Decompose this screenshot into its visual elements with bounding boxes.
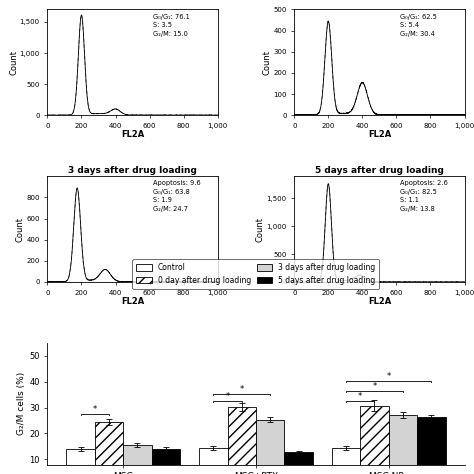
Title: 3 days after drug loading: 3 days after drug loading <box>68 166 197 175</box>
X-axis label: FL2A: FL2A <box>368 130 391 139</box>
Bar <box>66 449 95 474</box>
Y-axis label: G₂/M cells (%): G₂/M cells (%) <box>18 372 27 435</box>
X-axis label: FL2A: FL2A <box>121 297 144 306</box>
Bar <box>95 422 123 474</box>
Bar <box>360 406 389 474</box>
Bar <box>332 448 360 474</box>
Bar <box>228 407 256 474</box>
Text: *: * <box>93 405 97 414</box>
Y-axis label: Count: Count <box>256 217 265 242</box>
X-axis label: FL2A: FL2A <box>368 297 391 306</box>
Text: *: * <box>358 392 362 401</box>
Title: 5 days after drug loading: 5 days after drug loading <box>315 166 444 175</box>
Y-axis label: Count: Count <box>9 50 18 75</box>
Bar <box>152 449 180 474</box>
Bar <box>199 448 228 474</box>
Y-axis label: Count: Count <box>263 50 272 75</box>
Bar <box>256 420 284 474</box>
Text: *: * <box>387 372 391 381</box>
X-axis label: FL2A: FL2A <box>121 130 144 139</box>
Text: G₀/G₁: 76.1
S: 3.5
G₂/M: 15.0: G₀/G₁: 76.1 S: 3.5 G₂/M: 15.0 <box>153 14 190 36</box>
Text: Apoptosis: 9.6
G₀/G₁: 63.8
S: 1.9
G₂/M: 24.7: Apoptosis: 9.6 G₀/G₁: 63.8 S: 1.9 G₂/M: … <box>153 181 201 212</box>
Text: *: * <box>226 392 229 401</box>
Y-axis label: Count: Count <box>16 217 25 242</box>
Bar <box>389 415 417 474</box>
Bar <box>123 445 152 474</box>
Bar <box>417 418 446 474</box>
Text: *: * <box>240 385 244 393</box>
Text: *: * <box>373 382 376 391</box>
Bar <box>284 452 313 474</box>
Text: G₀/G₁: 62.5
S: 5.4
G₂/M: 30.4: G₀/G₁: 62.5 S: 5.4 G₂/M: 30.4 <box>400 14 437 36</box>
Text: Apoptosis: 2.6
G₀/G₁: 82.5
S: 1.1
G₂/M: 13.8: Apoptosis: 2.6 G₀/G₁: 82.5 S: 1.1 G₂/M: … <box>400 181 447 212</box>
Legend: Control, 0 day after drug loading, 3 days after drug loading, 5 days after drug : Control, 0 day after drug loading, 3 day… <box>132 259 380 289</box>
